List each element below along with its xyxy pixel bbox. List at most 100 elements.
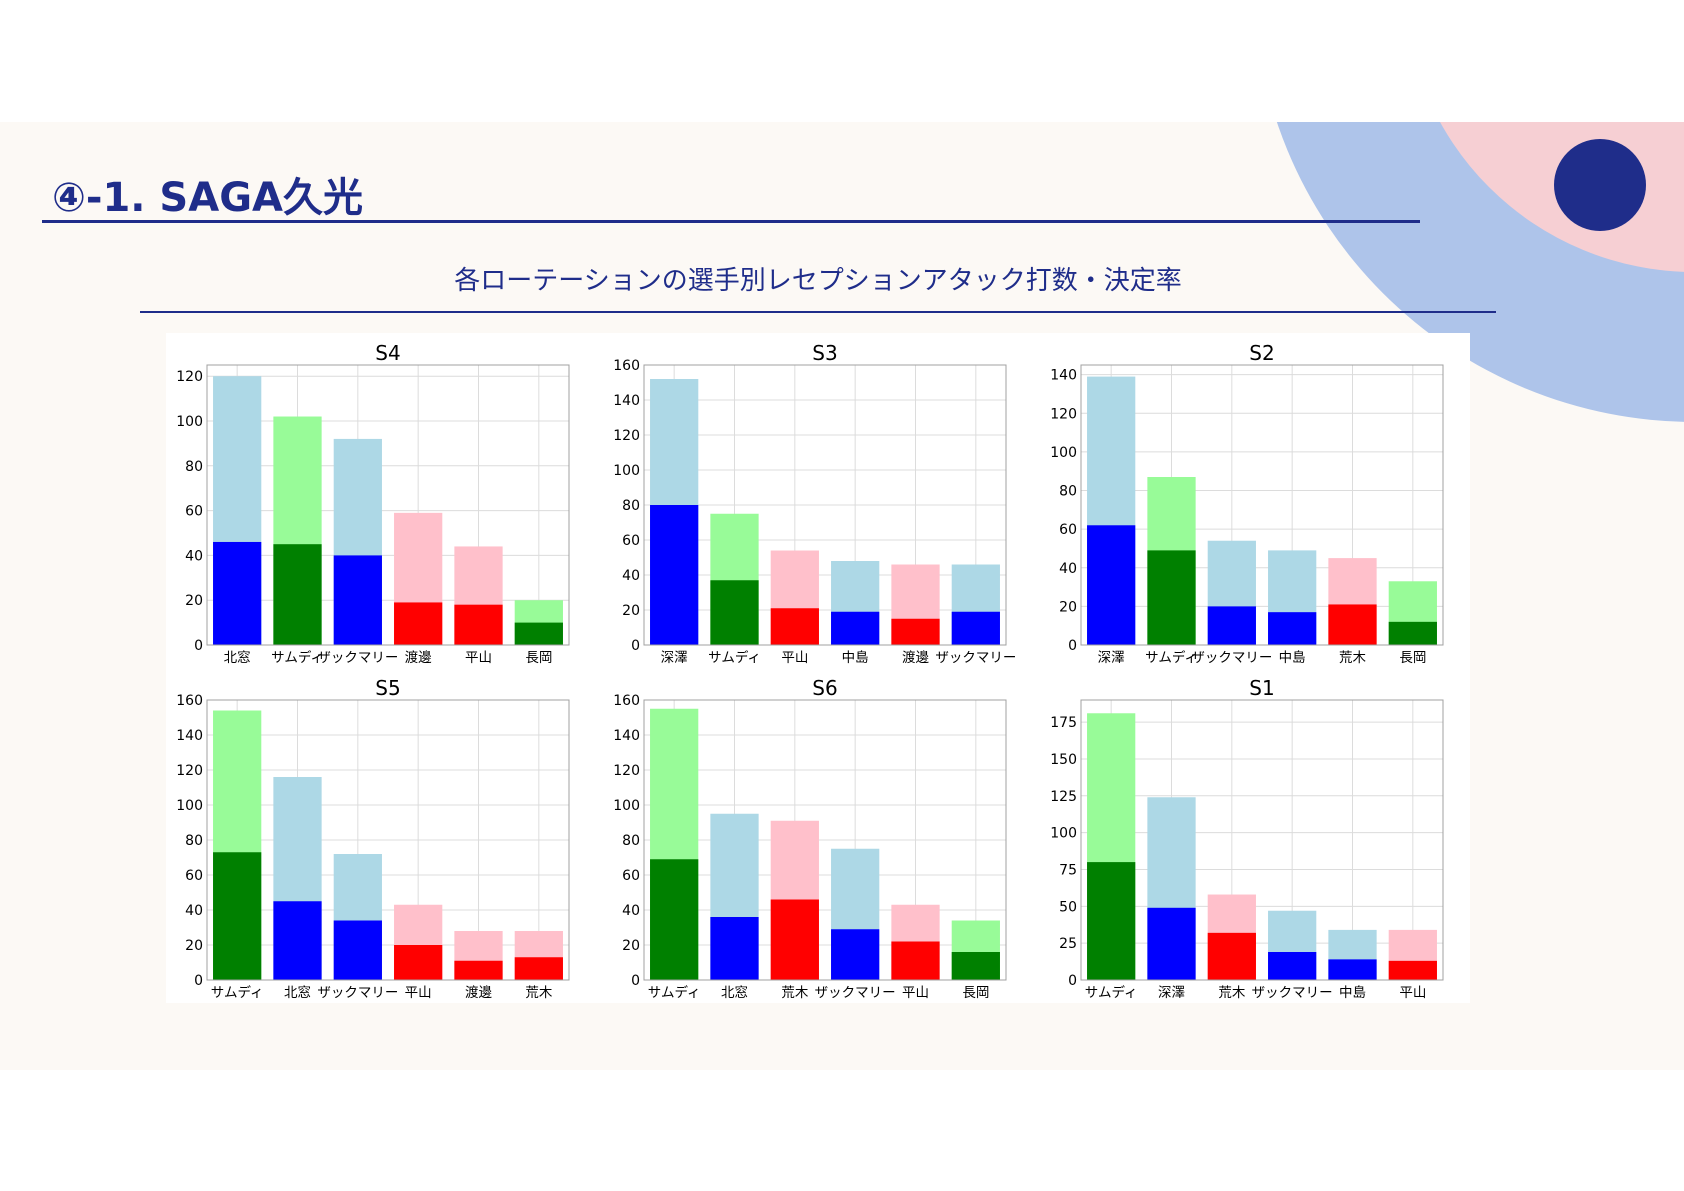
bar-success: [394, 945, 443, 980]
y-tick-label: 140: [613, 728, 640, 744]
y-tick-label: 140: [176, 728, 203, 744]
y-tick-label: 160: [613, 693, 640, 709]
x-tick-label: サムディ: [1145, 649, 1198, 666]
subtitle-underline: [140, 311, 1496, 313]
y-tick-label: 40: [622, 568, 640, 584]
chart-title: S3: [812, 341, 837, 365]
bar-success: [273, 901, 322, 980]
y-tick-label: 20: [185, 593, 203, 609]
y-tick-label: 40: [1059, 561, 1077, 577]
bar-success: [514, 622, 563, 645]
x-tick-label: サムディ: [1085, 984, 1138, 1001]
x-tick-label: 中島: [842, 650, 869, 666]
bar-success: [273, 544, 322, 645]
y-tick-label: 125: [1050, 789, 1077, 805]
y-tick-label: 175: [1050, 715, 1077, 731]
x-tick-label: ザックマリー: [1252, 985, 1333, 1001]
bar-success: [831, 929, 880, 980]
bar-success: [710, 917, 759, 980]
bar-success: [1207, 606, 1256, 645]
bar-success: [951, 952, 1000, 980]
plot-frame: [643, 699, 1007, 981]
x-tick-label: 中島: [1279, 650, 1306, 666]
y-tick-label: 60: [185, 868, 203, 884]
bar-success: [1328, 959, 1377, 980]
x-tick-label: 北窓: [721, 984, 748, 1001]
y-tick-label: 80: [622, 498, 640, 514]
x-tick-label: 荒木: [1339, 650, 1367, 666]
x-tick-label: 中島: [1339, 985, 1366, 1001]
y-tick-label: 100: [176, 798, 203, 814]
x-tick-label: サムディ: [211, 984, 264, 1001]
decorative-corner: [1276, 122, 1684, 422]
y-tick-label: 60: [185, 504, 203, 520]
bar-success: [831, 611, 880, 645]
bar-success: [333, 920, 382, 980]
y-tick-label: 140: [613, 393, 640, 409]
y-tick-label: 40: [185, 548, 203, 564]
y-tick-label: 100: [613, 798, 640, 814]
y-tick-label: 20: [1059, 599, 1077, 615]
x-tick-label: 渡邊: [902, 650, 930, 666]
y-tick-label: 160: [176, 693, 203, 709]
y-tick-label: 100: [1050, 826, 1077, 842]
y-tick-label: 120: [1050, 406, 1077, 422]
y-tick-label: 40: [185, 903, 203, 919]
y-tick-label: 20: [185, 938, 203, 954]
y-tick-label: 0: [1068, 973, 1077, 989]
y-tick-label: 0: [194, 638, 203, 654]
y-tick-label: 0: [631, 638, 640, 654]
page-title: ④-1. SAGA久光: [52, 175, 363, 221]
bar-success: [1268, 612, 1317, 645]
bar-success: [710, 580, 759, 645]
y-tick-label: 0: [194, 973, 203, 989]
y-tick-label: 0: [1068, 638, 1077, 654]
plot-frame: [206, 364, 570, 646]
y-tick-label: 80: [622, 833, 640, 849]
y-tick-label: 20: [622, 603, 640, 619]
x-tick-label: 平山: [902, 985, 929, 1001]
y-tick-label: 100: [176, 414, 203, 430]
y-tick-label: 80: [1059, 484, 1077, 500]
x-tick-label: サムディ: [271, 649, 324, 666]
plot-area: [1081, 700, 1443, 980]
x-tick-label: 荒木: [1218, 985, 1246, 1001]
x-tick-label: 深澤: [1158, 985, 1185, 1001]
decorative-dot-navy-icon: [1554, 139, 1646, 231]
x-tick-label: サムディ: [648, 984, 701, 1001]
x-tick-label: 荒木: [525, 985, 552, 1001]
y-tick-label: 20: [622, 938, 640, 954]
chart-title: S5: [375, 676, 400, 700]
chart-s6: 0 20 40 60 80 100 120 140 160 サムディ 北窓 荒木 ザックマリー 平山 長岡 S…: [613, 676, 1007, 1001]
chart-s5: 0 20 40 60 80 100 120 140 160 サムディ 北窓 ザックマリー 平山 渡邊 荒木 S…: [176, 676, 570, 1001]
y-tick-label: 0: [631, 973, 640, 989]
x-tick-label: 平山: [465, 650, 492, 666]
x-tick-label: 平山: [781, 650, 808, 666]
y-tick-label: 80: [185, 833, 203, 849]
y-tick-label: 100: [1050, 445, 1077, 461]
plot-area: [207, 365, 569, 645]
y-tick-label: 120: [176, 763, 203, 779]
x-tick-label: 深澤: [1098, 650, 1125, 666]
x-tick-label: 荒木: [781, 985, 808, 1001]
bar-success: [770, 899, 819, 980]
title-underline: [42, 220, 1420, 223]
y-tick-label: 60: [622, 868, 640, 884]
chart-title: S4: [375, 341, 400, 365]
y-tick-label: 120: [613, 763, 640, 779]
chart-s3: 0 20 40 60 80 100 120 140 160 深澤 サムディ 平山 中島 渡邊 ザックマリー S…: [613, 341, 1016, 666]
bar-success: [454, 960, 503, 980]
bar-success: [1147, 907, 1196, 980]
y-tick-label: 160: [613, 358, 640, 374]
plot-frame: [206, 699, 570, 981]
x-tick-label: 平山: [1399, 985, 1426, 1001]
bar-success: [213, 852, 262, 980]
bar-success: [650, 505, 699, 645]
bar-success: [1207, 932, 1256, 980]
x-tick-label: サムディ: [708, 649, 761, 666]
bar-success: [1087, 525, 1136, 645]
bar-success: [951, 611, 1000, 645]
